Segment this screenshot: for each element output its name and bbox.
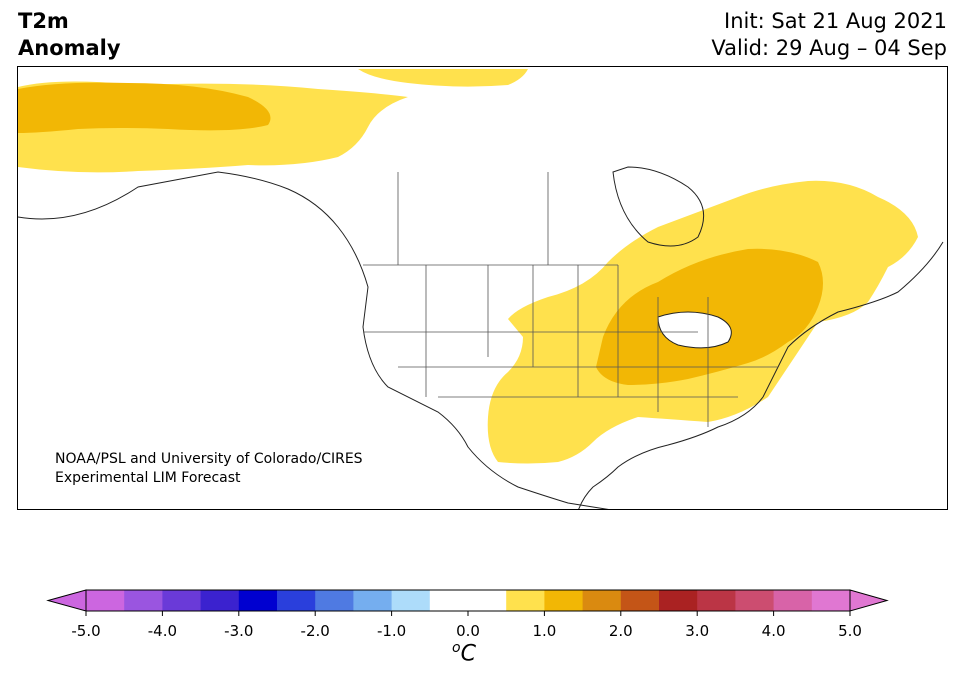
colorbar-swatch (238, 590, 278, 611)
valid-range: Valid: 29 Aug – 04 Sep (711, 36, 947, 60)
colorbar-tick-label: 4.0 (762, 622, 786, 640)
hudson-bay (612, 166, 705, 247)
anomaly-fill-alaska-mid (18, 82, 271, 133)
colorbar-tick-label: -4.0 (148, 622, 177, 640)
colorbar-swatch (735, 590, 775, 611)
colorbar-swatch (86, 590, 125, 611)
map-title: T2m Anomaly (18, 8, 121, 62)
colorbar-tick-label: 5.0 (838, 622, 862, 640)
colorbar-tick-label: -3.0 (224, 622, 253, 640)
colorbar-svg: -5.0 -4.0 -3.0 -2.0 -1.0 0.0 1.0 2.0 3.0 4.0 5.0 (46, 589, 889, 640)
colorbar-over-arrow (849, 589, 889, 612)
colorbar-swatch (315, 590, 354, 611)
map-canvas (18, 69, 944, 509)
title-line-2: Anomaly (18, 36, 121, 60)
colorbar-tick-label: -1.0 (377, 622, 406, 640)
forecast-credit: NOAA/PSL and University of Colorado/CIRE… (55, 450, 363, 488)
colorbar-tick-label: 2.0 (609, 622, 633, 640)
great-lakes (657, 311, 732, 349)
colorbar-unit: oC (452, 640, 476, 666)
colorbar: -5.0 -4.0 -3.0 -2.0 -1.0 0.0 1.0 2.0 3.0 4.0 5.0 (0, 580, 959, 680)
credit-line-2: Experimental LIM Forecast (55, 470, 241, 486)
colorbar-swatch (200, 590, 240, 611)
credit-line-1: NOAA/PSL and University of Colorado/CIRE… (55, 451, 363, 467)
init-date: Init: Sat 21 Aug 2021 (724, 9, 947, 33)
colorbar-swatch (124, 590, 163, 611)
colorbar-swatch (773, 590, 813, 611)
forecast-dates: Init: Sat 21 Aug 2021 Valid: 29 Aug – 04… (711, 8, 947, 62)
colorbar-swatch (429, 590, 469, 611)
colorbar-swatch (620, 590, 660, 611)
state-borders (363, 172, 778, 427)
colorbar-under-arrow (46, 589, 87, 612)
colorbar-swatch (811, 590, 851, 611)
colorbar-swatch (468, 590, 507, 611)
colorbar-tick-label: 1.0 (532, 622, 556, 640)
unit-degree: o (452, 640, 461, 656)
colorbar-swatch (544, 590, 584, 611)
title-line-1: T2m (18, 9, 69, 33)
colorbar-swatch (353, 590, 393, 611)
colorbar-swatch (162, 590, 202, 611)
colorbar-swatch (391, 590, 431, 611)
colorbar-tick-label: 3.0 (685, 622, 709, 640)
colorbar-swatch (277, 590, 316, 611)
colorbar-swatch (506, 590, 545, 611)
unit-letter: C (460, 641, 476, 667)
colorbar-tick-label: -2.0 (301, 622, 330, 640)
coastline (18, 171, 944, 509)
colorbar-swatch (697, 590, 736, 611)
colorbar-swatch (659, 590, 698, 611)
anomaly-map: NOAA/PSL and University of Colorado/CIRE… (17, 66, 948, 510)
anomaly-fill-arctic-light (358, 69, 528, 87)
colorbar-swatch (582, 590, 622, 611)
colorbar-tick-label: 0.0 (456, 622, 480, 640)
colorbar-tick-label: -5.0 (71, 622, 100, 640)
